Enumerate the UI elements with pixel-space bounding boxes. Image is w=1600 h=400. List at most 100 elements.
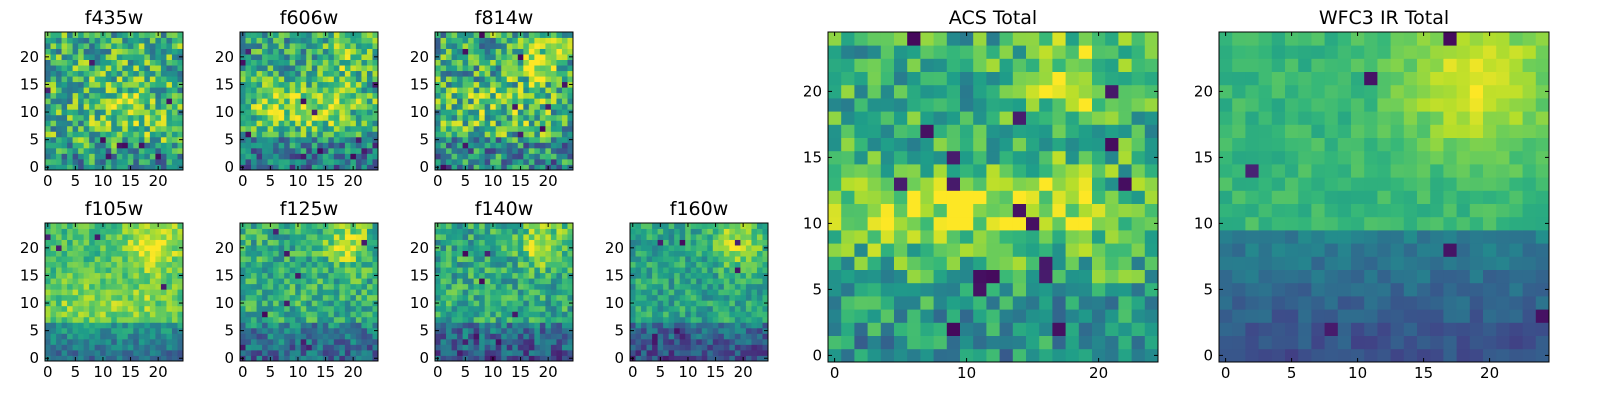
heatmap-cell xyxy=(723,327,730,334)
heatmap-cell xyxy=(561,322,568,329)
heatmap-cell xyxy=(440,48,447,55)
heatmap-cell xyxy=(468,103,475,110)
heatmap-cell xyxy=(366,278,373,285)
heatmap-cell xyxy=(920,190,934,204)
heatmap-cell xyxy=(171,158,178,165)
heatmap-cell xyxy=(350,250,357,257)
heatmap-cell xyxy=(300,98,307,105)
heatmap-cell xyxy=(641,272,647,279)
heatmap-cell xyxy=(262,327,268,334)
heatmap-cell xyxy=(322,349,329,356)
heatmap-cell xyxy=(133,158,140,165)
heatmap-cell xyxy=(289,76,296,83)
heatmap-cell xyxy=(545,136,552,143)
heatmap-cell xyxy=(762,256,769,263)
heatmap-cell xyxy=(1052,296,1066,310)
heatmap-cell xyxy=(251,32,257,38)
heatmap-cell xyxy=(56,349,62,356)
heatmap-cell xyxy=(366,294,373,301)
heatmap-cell xyxy=(171,333,178,340)
heatmap-cell xyxy=(267,283,274,290)
heatmap-cell xyxy=(854,309,868,323)
heatmap-cell xyxy=(372,87,379,94)
heatmap-cell xyxy=(251,239,257,246)
heatmap-cell xyxy=(94,131,101,138)
heatmap-cell xyxy=(751,300,758,307)
heatmap-cell xyxy=(635,349,642,356)
heatmap-cell xyxy=(339,322,346,329)
heatmap-cell xyxy=(245,245,252,251)
heatmap-cell xyxy=(328,272,335,279)
heatmap-cell xyxy=(696,300,703,307)
heatmap-cell xyxy=(56,228,62,235)
heatmap-cell xyxy=(512,333,519,340)
heatmap-cell xyxy=(668,338,675,345)
heatmap-cell xyxy=(550,120,557,127)
heatmap-cell xyxy=(920,309,934,323)
heatmap-cell xyxy=(723,223,730,229)
heatmap-cell xyxy=(83,316,90,323)
heatmap-cell xyxy=(512,59,519,66)
heatmap-cell xyxy=(72,37,79,44)
heatmap-cell xyxy=(94,327,101,334)
heatmap-cell xyxy=(256,327,263,334)
heatmap-cell xyxy=(83,228,90,235)
heatmap-cell xyxy=(361,32,368,38)
heatmap-cell xyxy=(83,355,90,362)
heatmap-cell xyxy=(94,59,101,66)
heatmap-cell xyxy=(440,278,447,285)
heatmap-cell xyxy=(451,153,458,160)
heatmap-cell xyxy=(539,250,546,257)
heatmap-cell xyxy=(495,92,502,99)
heatmap-cell xyxy=(751,344,758,351)
heatmap-cell xyxy=(723,289,730,296)
heatmap-cell xyxy=(127,54,134,60)
heatmap-cell xyxy=(284,256,291,263)
heatmap-cell xyxy=(517,228,524,235)
heatmap-cell xyxy=(690,278,697,285)
heatmap-cell xyxy=(973,335,987,350)
heatmap-cell xyxy=(251,261,257,268)
heatmap-cell xyxy=(350,316,357,323)
heatmap-cell xyxy=(127,120,134,127)
heatmap-cell xyxy=(61,228,68,235)
y-tick-label: 20 xyxy=(410,48,429,66)
heatmap-cell xyxy=(339,261,346,268)
heatmap-cell xyxy=(372,283,379,290)
heatmap-cell xyxy=(545,147,552,154)
heatmap-cell xyxy=(679,272,686,279)
heatmap-cell xyxy=(72,344,79,351)
heatmap-cell xyxy=(366,125,373,132)
heatmap-cell xyxy=(262,158,268,165)
heatmap-cell xyxy=(841,230,855,244)
heatmap-cell xyxy=(251,81,257,88)
heatmap-cell xyxy=(328,344,335,351)
heatmap-cell xyxy=(973,177,987,191)
heatmap-cell xyxy=(986,216,1000,231)
heatmap-cell xyxy=(545,153,552,160)
heatmap-cell xyxy=(663,234,670,240)
heatmap-cell xyxy=(160,37,167,44)
heatmap-cell xyxy=(490,54,497,60)
heatmap-cell xyxy=(561,355,568,362)
heatmap-cell xyxy=(506,294,513,301)
heatmap-cell xyxy=(149,48,156,55)
heatmap-cell xyxy=(457,278,463,285)
heatmap-cell xyxy=(550,338,557,345)
heatmap-cell xyxy=(149,153,156,160)
heatmap-cell xyxy=(440,283,447,290)
heatmap-cell xyxy=(435,322,441,329)
heatmap-cell xyxy=(484,344,491,351)
heatmap-cell xyxy=(256,250,263,257)
heatmap-cell xyxy=(484,120,491,127)
heatmap-cell xyxy=(339,355,346,362)
heatmap-cell xyxy=(457,338,463,345)
heatmap-cell xyxy=(462,125,469,132)
heatmap-cell xyxy=(67,316,73,323)
heatmap-cell xyxy=(155,239,162,246)
heatmap-cell xyxy=(284,98,291,105)
heatmap-cell xyxy=(1012,296,1027,310)
heatmap-cell xyxy=(457,43,463,49)
heatmap-cell xyxy=(105,256,112,263)
heatmap-cell xyxy=(539,37,546,44)
